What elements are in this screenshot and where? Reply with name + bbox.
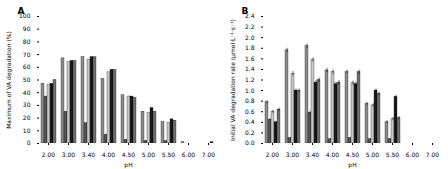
svg-text:2.00: 2.00 xyxy=(42,151,56,158)
svg-text:2.0: 2.0 xyxy=(245,34,255,41)
svg-text:0.6: 0.6 xyxy=(245,108,255,115)
svg-text:1.8: 1.8 xyxy=(245,44,255,51)
svg-text:4.50: 4.50 xyxy=(122,151,136,158)
svg-text:2.00: 2.00 xyxy=(266,151,280,158)
svg-text:Initial VA degradation rate (μ: Initial VA degradation rate (μmol·L⁻¹·s⁻… xyxy=(229,19,237,141)
svg-text:100: 100 xyxy=(19,12,31,20)
svg-text:4.00: 4.00 xyxy=(326,151,340,158)
svg-text:70: 70 xyxy=(23,51,31,58)
svg-text:3.00: 3.00 xyxy=(62,151,76,158)
svg-text:6.00: 6.00 xyxy=(182,151,196,158)
svg-text:3.40: 3.40 xyxy=(82,151,96,158)
svg-text:3.40: 3.40 xyxy=(306,151,320,158)
svg-text:5.00: 5.00 xyxy=(142,151,156,158)
svg-text:pH: pH xyxy=(348,161,356,169)
svg-text:0.2: 0.2 xyxy=(245,129,255,136)
svg-text:B: B xyxy=(242,6,249,16)
svg-text:A: A xyxy=(18,6,25,16)
svg-text:3.00: 3.00 xyxy=(286,151,300,158)
svg-text:1.6: 1.6 xyxy=(245,55,255,62)
svg-text:7.00: 7.00 xyxy=(202,151,216,158)
svg-text:2.4: 2.4 xyxy=(245,12,255,20)
svg-text:50: 50 xyxy=(23,76,31,83)
svg-text:80: 80 xyxy=(23,38,31,45)
svg-text:0.0: 0.0 xyxy=(245,139,255,146)
svg-text:0: 0 xyxy=(27,139,31,146)
svg-text:pH: pH xyxy=(124,161,132,169)
svg-text:Maximum of VA degradation (%): Maximum of VA degradation (%) xyxy=(5,31,13,129)
svg-text:1.0: 1.0 xyxy=(245,87,255,94)
svg-text:1.2: 1.2 xyxy=(245,76,255,83)
svg-text:1.4: 1.4 xyxy=(245,65,255,72)
svg-text:40: 40 xyxy=(23,89,31,96)
svg-text:5.50: 5.50 xyxy=(162,151,176,158)
svg-text:0.4: 0.4 xyxy=(245,118,255,125)
svg-text:5.50: 5.50 xyxy=(386,151,400,158)
svg-text:4.50: 4.50 xyxy=(346,151,360,158)
svg-text:6.00: 6.00 xyxy=(406,151,420,158)
svg-text:5.00: 5.00 xyxy=(366,151,380,158)
svg-text:30: 30 xyxy=(23,101,31,108)
svg-text:90: 90 xyxy=(23,25,31,32)
svg-text:20: 20 xyxy=(23,114,31,121)
svg-text:60: 60 xyxy=(23,63,31,70)
svg-text:2.2: 2.2 xyxy=(245,23,255,30)
svg-text:4.00: 4.00 xyxy=(102,151,116,158)
svg-text:0.8: 0.8 xyxy=(245,97,255,104)
svg-text:7.00: 7.00 xyxy=(426,151,440,158)
svg-text:10: 10 xyxy=(23,127,31,134)
